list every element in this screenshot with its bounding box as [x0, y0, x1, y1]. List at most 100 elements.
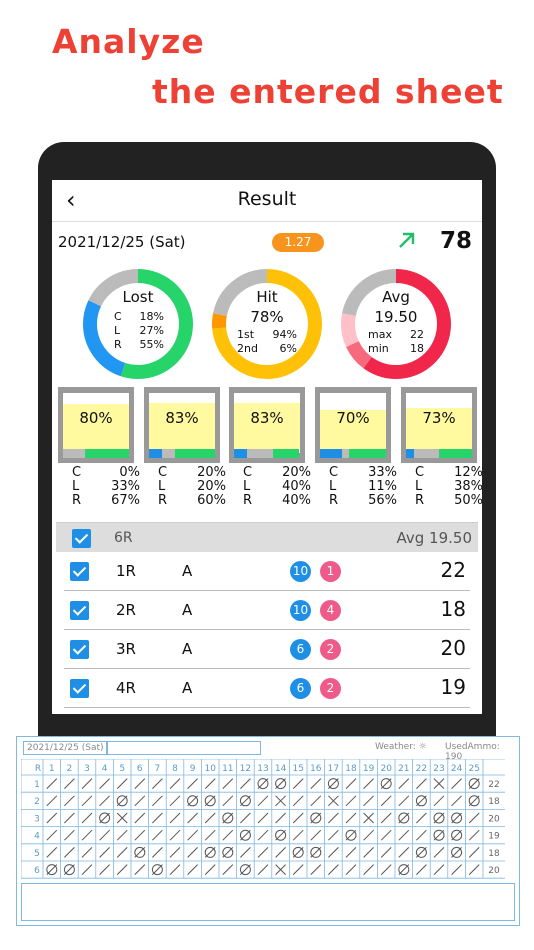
bar-card: 83%: [229, 387, 305, 463]
sheet-mark: [292, 864, 304, 875]
lost-val-r: 55%: [139, 338, 164, 351]
round-grade: A: [182, 679, 193, 697]
stat-value: 0%: [119, 465, 140, 480]
stat-key: L: [415, 479, 423, 494]
round-checkbox[interactable]: [70, 562, 89, 581]
sheet-column-header: 7: [155, 764, 161, 774]
hit-title: Hit: [256, 288, 278, 306]
stat-key: L: [72, 479, 80, 494]
stat-value: 11%: [368, 479, 397, 494]
second-hit-count: 2: [320, 639, 341, 660]
sheet-mark: [240, 847, 251, 858]
sheet-mark: [46, 795, 58, 807]
stat-key: R: [243, 493, 253, 508]
sheet-mark: [257, 864, 269, 875]
bar-stats: C 33% L 11% R 56%: [329, 466, 397, 508]
list-item[interactable]: 1R A 10 1 22: [64, 552, 470, 591]
bar-segment: [63, 449, 85, 458]
lost-key-l: L: [114, 324, 121, 337]
stat-key: R: [329, 493, 339, 508]
hit-key-1st: 1st: [237, 328, 255, 341]
donut-segment: [341, 269, 451, 379]
headline-line-2: the entered sheet: [152, 72, 504, 111]
sheet-mark: [204, 864, 216, 875]
list-header-avg: Avg 19.50: [396, 529, 473, 547]
round-score: 20: [440, 636, 466, 660]
sheet-mark-circle: [257, 778, 269, 790]
stat-key: L: [158, 479, 166, 494]
sheet-used-ammo: UsedAmmo: 190: [445, 742, 500, 762]
sheet-mark: [64, 829, 75, 841]
list-item[interactable]: 4R A 6 2 19: [64, 669, 470, 708]
avg-breakdown: max 22 min 18: [368, 328, 424, 356]
sheet-mark: [433, 864, 445, 875]
sheet-row-number: 1: [34, 780, 40, 790]
round-list: 6R Avg 19.50 1R A 10 1 22 2R A 10 4 18 3R A 6 2 20 4R A 6…: [56, 522, 478, 708]
round-checkbox[interactable]: [70, 601, 89, 620]
round-checkbox[interactable]: [70, 640, 89, 659]
bar-segment: [342, 449, 349, 458]
second-hit-count: 2: [320, 678, 341, 699]
stat-value: 33%: [368, 465, 397, 480]
sheet-column-header: 10: [204, 764, 216, 774]
select-all-checkbox[interactable]: [72, 529, 91, 548]
sheet-mark-circle: [345, 829, 357, 841]
list-item[interactable]: 2R A 10 4 18: [64, 591, 470, 630]
sheet-mark-circle: [468, 795, 480, 807]
sheet-mark: [64, 778, 75, 789]
sheet-mark: [380, 812, 392, 824]
bar-fill: [149, 403, 215, 449]
sheet-mark: [152, 829, 163, 841]
sheet-mark: [187, 829, 198, 841]
bar-segment: [273, 449, 299, 458]
sheet-mark-circle: [63, 864, 75, 876]
sheet-mark: [380, 864, 392, 875]
sheet-mark-circle: [398, 864, 410, 876]
stat-key: C: [329, 465, 339, 480]
sheet-row-number: 5: [34, 849, 40, 859]
sheet-mark: [310, 829, 322, 841]
sheet-mark: [345, 864, 357, 875]
bar-stats: C 20% L 20% R 60%: [158, 466, 226, 508]
lost-key-c: C: [114, 310, 122, 323]
round-checkbox[interactable]: [70, 679, 89, 698]
stat-value: 56%: [368, 493, 397, 508]
sheet-mark: [292, 829, 304, 841]
lost-breakdown: C 18% L 27% R 55%: [114, 310, 164, 352]
result-date: 2021/12/25 (Sat): [58, 233, 186, 251]
sheet-mark-circle: [451, 812, 463, 824]
first-hit-count: 10: [290, 561, 311, 582]
sheet-column-header: 17: [328, 764, 339, 774]
sheet-mark: [222, 778, 234, 789]
avg-donut: Avg 19.50 max 22 min 18: [336, 264, 456, 384]
bar-fill: [320, 410, 386, 449]
list-item[interactable]: 3R A 6 2 20: [64, 630, 470, 669]
hit-val-2nd: 6%: [279, 342, 297, 355]
sheet-mark-circle: [327, 778, 339, 790]
sheet-column-header: 5: [119, 764, 125, 774]
sheet-mark: [257, 847, 269, 858]
sheet-mark: [99, 864, 110, 875]
sheet-mark: [169, 778, 181, 789]
bar-card: 70%: [315, 387, 391, 463]
headline-line-1: Analyze: [52, 22, 205, 61]
bar-percent: 73%: [422, 409, 456, 427]
sheet-column-header: 8: [172, 764, 178, 774]
stat-value: 40%: [282, 493, 311, 508]
sheet-mark-circle: [451, 829, 463, 841]
sheet-weather: Weather: ☼: [375, 742, 427, 752]
back-icon[interactable]: ‹: [66, 186, 76, 214]
sheet-memo: [21, 883, 515, 921]
lost-donut-chart: [83, 269, 193, 379]
list-header: 6R Avg 19.50: [56, 522, 478, 552]
avg-value: 19.50: [374, 308, 418, 326]
sheet-mark: [328, 812, 339, 824]
bar-percent: 83%: [165, 409, 199, 427]
sheet-row-total: 22: [488, 780, 499, 790]
sheet-mark: [81, 847, 93, 858]
sheet-mark-circle: [310, 812, 322, 824]
stat-value: 67%: [111, 493, 140, 508]
sheet-mark-circle: [415, 846, 427, 858]
sheet-mark: [99, 829, 110, 841]
sheet-mark: [116, 847, 128, 858]
